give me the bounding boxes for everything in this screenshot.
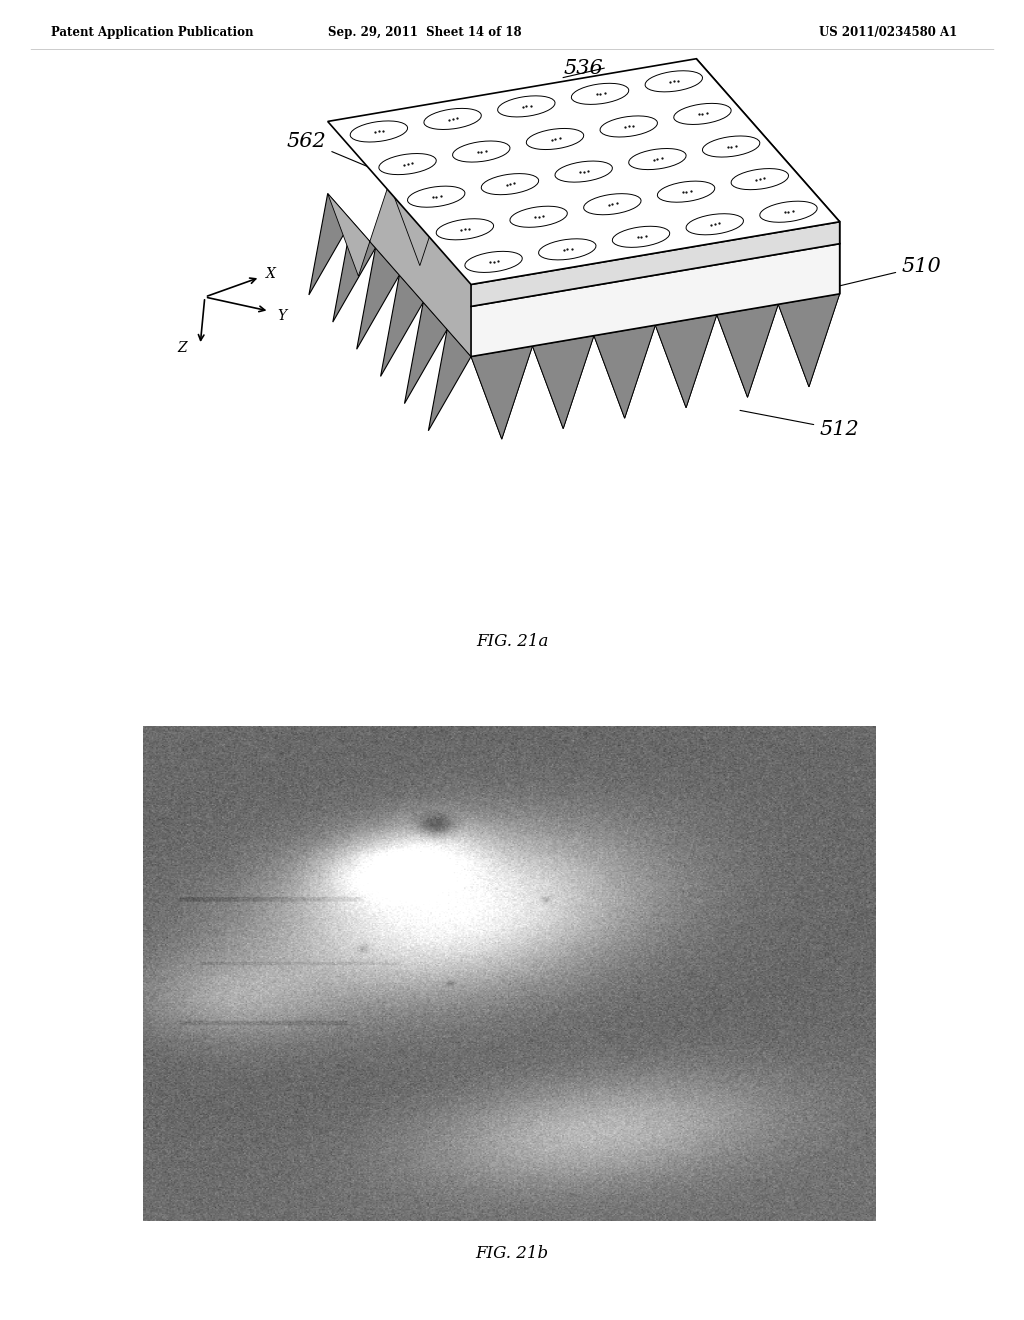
Polygon shape — [389, 173, 594, 429]
Polygon shape — [328, 58, 840, 285]
Ellipse shape — [408, 186, 465, 207]
Ellipse shape — [498, 96, 555, 117]
Ellipse shape — [674, 103, 731, 124]
Ellipse shape — [629, 149, 686, 169]
Polygon shape — [778, 294, 840, 387]
Text: X: X — [265, 267, 275, 281]
Polygon shape — [696, 81, 840, 294]
Text: Sep. 29, 2011  Sheet 14 of 18: Sep. 29, 2011 Sheet 14 of 18 — [328, 26, 522, 40]
Ellipse shape — [584, 194, 641, 215]
Ellipse shape — [686, 214, 743, 235]
Polygon shape — [573, 141, 778, 397]
Ellipse shape — [571, 83, 629, 104]
Ellipse shape — [760, 201, 817, 222]
Ellipse shape — [645, 71, 702, 92]
Text: US 2011/0234580 A1: US 2011/0234580 A1 — [819, 26, 957, 40]
Polygon shape — [471, 222, 840, 306]
Polygon shape — [356, 248, 399, 350]
Ellipse shape — [600, 116, 657, 137]
Polygon shape — [404, 302, 447, 404]
Ellipse shape — [379, 153, 436, 174]
Ellipse shape — [702, 136, 760, 157]
Polygon shape — [512, 152, 717, 408]
Polygon shape — [333, 220, 376, 322]
Ellipse shape — [526, 128, 584, 149]
Polygon shape — [532, 335, 594, 429]
Ellipse shape — [612, 226, 670, 247]
Ellipse shape — [436, 219, 494, 240]
Polygon shape — [328, 183, 532, 440]
Polygon shape — [655, 314, 717, 408]
Text: FIG. 21b: FIG. 21b — [475, 1246, 549, 1262]
Ellipse shape — [350, 121, 408, 143]
Polygon shape — [635, 131, 840, 387]
Text: Z: Z — [177, 341, 186, 355]
Text: 562: 562 — [287, 132, 407, 183]
Text: 510: 510 — [822, 257, 941, 290]
Ellipse shape — [555, 161, 612, 182]
Polygon shape — [381, 275, 423, 376]
Ellipse shape — [510, 206, 567, 227]
Polygon shape — [451, 162, 655, 418]
Ellipse shape — [481, 174, 539, 194]
Polygon shape — [428, 330, 471, 430]
Polygon shape — [471, 346, 532, 440]
Text: 536: 536 — [563, 59, 603, 78]
Polygon shape — [471, 244, 840, 356]
Ellipse shape — [539, 239, 596, 260]
Ellipse shape — [731, 169, 788, 190]
Polygon shape — [717, 305, 778, 397]
Ellipse shape — [657, 181, 715, 202]
Ellipse shape — [453, 141, 510, 162]
Text: FIG. 21a: FIG. 21a — [476, 634, 548, 651]
Ellipse shape — [465, 251, 522, 272]
Ellipse shape — [424, 108, 481, 129]
Text: 512: 512 — [740, 411, 859, 440]
Polygon shape — [696, 58, 840, 244]
Polygon shape — [309, 194, 351, 294]
Text: Patent Application Publication: Patent Application Publication — [51, 26, 254, 40]
Polygon shape — [594, 325, 655, 418]
Text: Y: Y — [278, 309, 286, 323]
